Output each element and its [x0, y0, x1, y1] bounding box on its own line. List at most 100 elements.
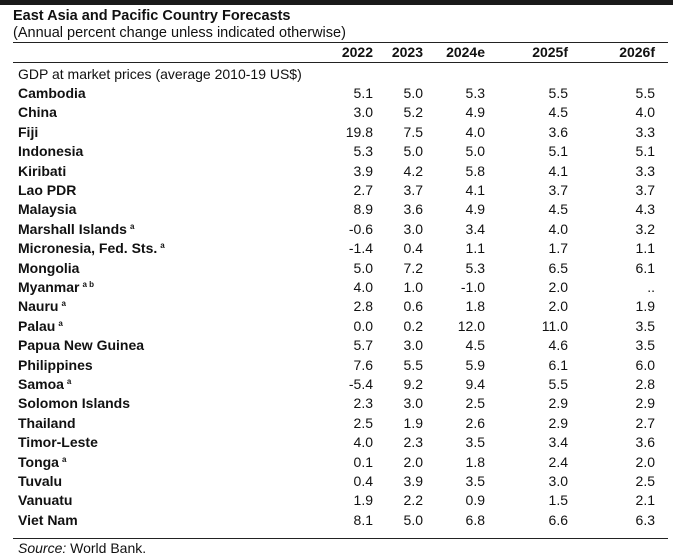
value-cell: 0.1 — [353, 453, 373, 470]
value-cell: 4.5 — [548, 104, 568, 121]
table-row: Malaysia 8.9 3.6 4.9 4.5 4.3 — [0, 201, 673, 220]
source-text: World Bank. — [66, 540, 147, 556]
country-name: Marshall Islands a — [18, 221, 134, 237]
table-row: Mongolia 5.0 7.2 5.3 6.5 6.1 — [0, 260, 673, 279]
value-cell: 3.0 — [403, 395, 423, 412]
value-cell: 9.4 — [465, 376, 485, 392]
value-cell: 5.0 — [403, 85, 423, 101]
value-cell: 8.9 — [353, 201, 373, 218]
source-note: Source: World Bank. — [18, 540, 146, 556]
country-label: Indonesia — [18, 143, 84, 160]
value-cell: 5.5 — [635, 85, 655, 101]
value-cell: 2.0 — [548, 279, 568, 295]
value-cell: 5.1 — [635, 143, 655, 160]
table-row: Cambodia 5.1 5.0 5.3 5.5 5.5 — [0, 85, 673, 104]
value-cell: 3.5 — [635, 317, 655, 334]
country-label: Philippines — [18, 356, 93, 373]
country-name: Nauru a — [18, 298, 66, 314]
value-cell: 0.2 — [403, 317, 423, 334]
country-label: Micronesia, Fed. Sts. — [18, 240, 158, 257]
value-cell: 6.1 — [635, 259, 655, 276]
table-row: Palau a 0.0 0.2 12.0 11.0 3.5 — [0, 318, 673, 337]
country-name: Indonesia — [18, 143, 83, 159]
value-cell: 5.0 — [403, 511, 423, 528]
value-cell: 3.6 — [635, 434, 655, 451]
value-cell: 2.5 — [635, 473, 655, 489]
value-cell: 2.1 — [635, 492, 655, 509]
top-border — [0, 0, 673, 5]
value-cell: 2.2 — [403, 492, 423, 509]
table-row: Timor-Leste 4.0 2.3 3.5 3.4 3.6 — [0, 434, 673, 453]
value-cell: 2.9 — [635, 395, 655, 412]
value-cell: 3.7 — [548, 182, 568, 198]
value-cell: 5.3 — [353, 143, 373, 160]
value-cell: 0.4 — [403, 240, 423, 257]
country-name: Vanuatu — [18, 492, 72, 508]
value-cell: 4.1 — [465, 182, 485, 198]
country-name: Palau a — [18, 318, 63, 334]
country-label: Thailand — [18, 414, 76, 431]
value-cell: 2.8 — [635, 376, 655, 392]
table-row: Philippines 7.6 5.5 5.9 6.1 6.0 — [0, 357, 673, 376]
footnote-marker: a b — [82, 280, 95, 289]
value-cell: 5.2 — [403, 104, 423, 121]
value-cell: 1.8 — [465, 298, 485, 315]
value-cell: 4.2 — [403, 162, 423, 179]
value-cell: 0.4 — [353, 473, 373, 489]
country-label: Samoa — [18, 376, 64, 392]
value-cell: 2.5 — [353, 414, 373, 431]
value-cell: 7.6 — [353, 356, 373, 373]
value-cell: 3.6 — [548, 123, 568, 140]
country-name: Philippines — [18, 357, 93, 373]
value-cell: .. — [647, 279, 655, 295]
value-cell: 5.7 — [353, 337, 373, 354]
value-cell: 1.5 — [548, 492, 568, 509]
column-header-2022: 2022 — [341, 44, 373, 60]
country-name: Solomon Islands — [18, 395, 130, 411]
header-top-rule — [13, 42, 668, 43]
column-header-2026f: 2026f — [619, 44, 655, 60]
value-cell: 3.4 — [465, 220, 485, 237]
value-cell: 5.1 — [353, 85, 373, 101]
country-name: Malaysia — [18, 201, 76, 217]
value-cell: 4.9 — [465, 201, 485, 218]
footnote-marker: a — [66, 377, 72, 386]
value-cell: 5.1 — [548, 143, 568, 160]
value-cell: -1.4 — [348, 240, 373, 257]
column-header-2024e: 2024e — [446, 44, 485, 60]
country-label: Cambodia — [18, 85, 86, 101]
value-cell: 7.2 — [403, 259, 423, 276]
value-cell: 3.5 — [465, 473, 485, 489]
value-cell: 5.0 — [403, 143, 423, 160]
table-row: China 3.0 5.2 4.9 4.5 4.0 — [0, 104, 673, 123]
footnote-marker: a — [129, 221, 135, 231]
value-cell: 5.0 — [353, 259, 373, 276]
value-cell: 8.1 — [353, 511, 373, 528]
country-label: Tuvalu — [18, 473, 63, 489]
value-cell: 1.1 — [465, 240, 485, 257]
footnote-marker: a — [61, 299, 66, 309]
footnote-marker: a — [61, 454, 67, 464]
value-cell: 5.5 — [548, 85, 568, 101]
table-subtitle: (Annual percent change unless indicated … — [13, 25, 346, 41]
country-label: Myanmar — [18, 279, 80, 295]
value-cell: 4.0 — [635, 104, 655, 121]
value-cell: 3.5 — [635, 337, 655, 354]
value-cell: 4.0 — [465, 123, 485, 140]
value-cell: 3.3 — [635, 162, 655, 179]
value-cell: 3.4 — [548, 434, 568, 451]
country-label: Marshall Islands — [18, 220, 127, 237]
country-name: Tuvalu — [18, 473, 62, 489]
table-row: Fiji 19.8 7.5 4.0 3.6 3.3 — [0, 124, 673, 143]
value-cell: 1.8 — [465, 453, 485, 470]
table-row: Nauru a 2.8 0.6 1.8 2.0 1.9 — [0, 298, 673, 317]
value-cell: 6.0 — [635, 356, 655, 373]
value-cell: 4.5 — [548, 201, 568, 218]
value-cell: 5.5 — [403, 356, 423, 373]
value-cell: 2.3 — [353, 395, 373, 412]
country-label: Palau — [18, 317, 56, 334]
country-label: Mongolia — [18, 259, 80, 276]
value-cell: 5.8 — [465, 162, 485, 179]
value-cell: 1.7 — [548, 240, 568, 257]
country-label: Tonga — [18, 453, 59, 470]
